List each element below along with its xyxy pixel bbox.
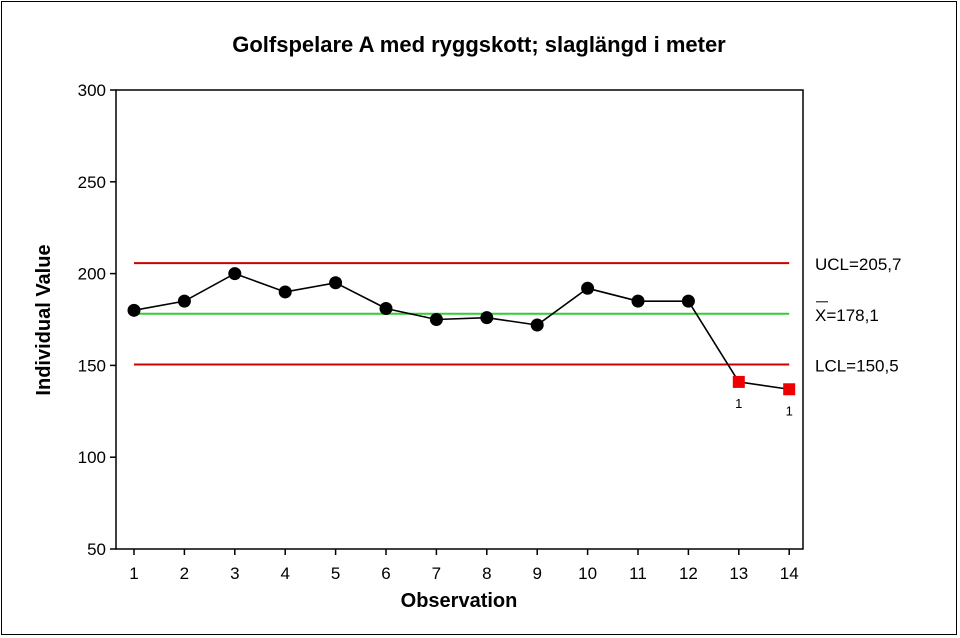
data-point: [681, 294, 695, 308]
data-point: [379, 301, 393, 315]
x-tick-label: 2: [180, 564, 189, 583]
data-point: [631, 294, 645, 308]
x-tick-label: 3: [230, 564, 239, 583]
y-tick-label: 100: [78, 448, 106, 467]
y-axis: 50 100 150 200 250 300: [78, 81, 116, 559]
data-point: [127, 303, 141, 317]
out-of-control-flag: 1: [735, 396, 742, 411]
x-axis: 1 2 3 4 5 6 7 8 9 10 11 12 13 14: [129, 549, 799, 583]
y-tick-label: 50: [87, 540, 106, 559]
x-tick-label: 1: [129, 564, 138, 583]
data-point: [429, 313, 443, 326]
control-limits: UCL=205,7 X=178,1 LCL=150,5: [134, 255, 901, 375]
data-point: [480, 311, 494, 325]
center-label: X=178,1: [815, 306, 879, 325]
x-tick-label: 10: [578, 564, 597, 583]
x-tick-label: 14: [780, 564, 799, 583]
data-point: [329, 276, 343, 290]
y-tick-label: 250: [78, 173, 106, 192]
data-point: [228, 267, 242, 281]
x-tick-label: 9: [532, 564, 541, 583]
y-tick-label: 150: [78, 356, 106, 375]
y-tick-label: 300: [78, 81, 106, 100]
data-point: [530, 318, 544, 332]
out-of-control-point: [732, 375, 745, 388]
plot-area: [115, 89, 804, 550]
out-of-control-point: [783, 383, 796, 396]
data-point: [581, 281, 595, 295]
ucl-label: UCL=205,7: [815, 255, 901, 274]
x-tick-label: 8: [482, 564, 491, 583]
x-tick-label: 13: [729, 564, 748, 583]
y-tick-label: 200: [78, 265, 106, 284]
data-point: [177, 294, 191, 308]
data-point: [278, 285, 292, 299]
lcl-label: LCL=150,5: [815, 356, 899, 375]
series-line: [133, 272, 790, 391]
x-tick-label: 6: [381, 564, 390, 583]
y-axis-title: Individual Value: [33, 244, 55, 395]
x-tick-label: 7: [432, 564, 441, 583]
chart-title: Golfspelare A med ryggskott; slaglängd i…: [232, 32, 726, 57]
x-tick-label: 4: [280, 564, 289, 583]
x-tick-label: 12: [679, 564, 698, 583]
x-tick-label: 11: [629, 564, 647, 583]
out-of-control-flag: 1: [786, 403, 793, 418]
x-axis-title: Observation: [401, 590, 518, 612]
x-tick-label: 5: [331, 564, 340, 583]
